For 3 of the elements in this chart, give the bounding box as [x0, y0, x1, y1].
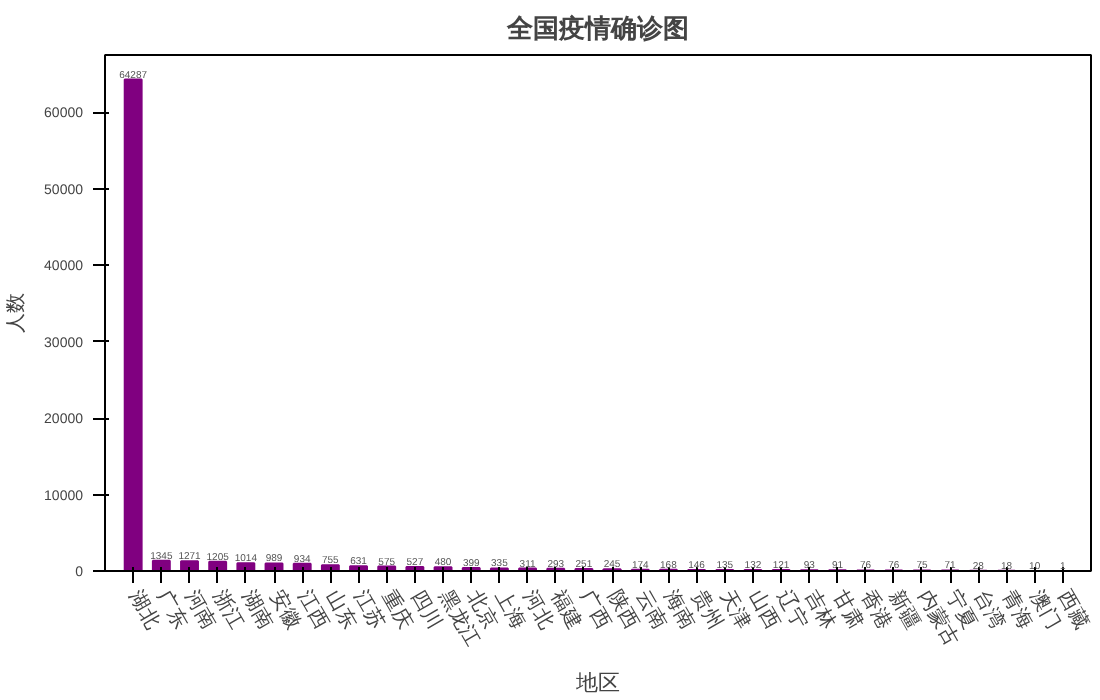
x-axis-title: 地区: [574, 669, 620, 696]
y-axis-title: 人数: [6, 293, 29, 333]
chart-title: 全国疫情确诊图: [505, 13, 689, 45]
